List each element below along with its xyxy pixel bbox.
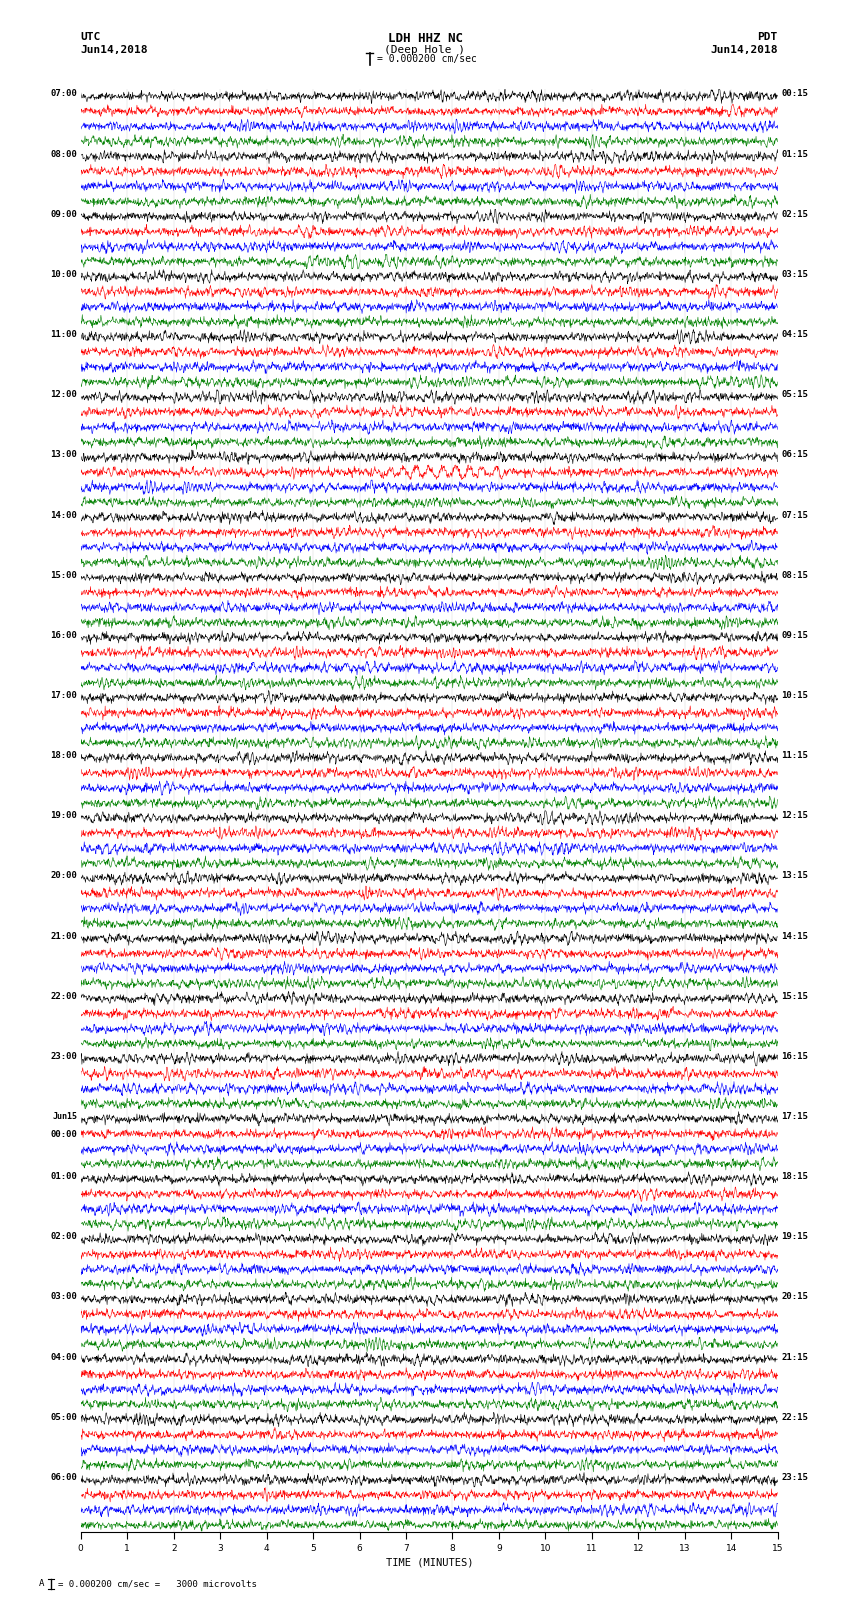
Text: 14:15: 14:15 xyxy=(781,932,808,940)
Text: Jun14,2018: Jun14,2018 xyxy=(711,45,778,55)
Text: 08:00: 08:00 xyxy=(50,150,77,158)
Text: 04:00: 04:00 xyxy=(50,1353,77,1361)
Text: 09:15: 09:15 xyxy=(781,631,808,640)
Text: 11:00: 11:00 xyxy=(50,331,77,339)
Text: 15:00: 15:00 xyxy=(50,571,77,579)
Text: PDT: PDT xyxy=(757,32,778,42)
Text: 12:00: 12:00 xyxy=(50,390,77,400)
Text: 01:15: 01:15 xyxy=(781,150,808,158)
Text: = 0.000200 cm/sec: = 0.000200 cm/sec xyxy=(377,53,476,65)
Text: 13:15: 13:15 xyxy=(781,871,808,881)
Text: 09:00: 09:00 xyxy=(50,210,77,219)
Text: Jun15: Jun15 xyxy=(52,1111,77,1121)
Text: LDH HHZ NC: LDH HHZ NC xyxy=(388,32,462,45)
Text: (Deep Hole ): (Deep Hole ) xyxy=(384,45,466,55)
Text: 06:15: 06:15 xyxy=(781,450,808,460)
Text: 17:15: 17:15 xyxy=(781,1111,808,1121)
Text: Jun14,2018: Jun14,2018 xyxy=(81,45,148,55)
Text: 18:15: 18:15 xyxy=(781,1173,808,1181)
Text: 23:15: 23:15 xyxy=(781,1473,808,1482)
X-axis label: TIME (MINUTES): TIME (MINUTES) xyxy=(386,1557,473,1568)
Text: 06:00: 06:00 xyxy=(50,1473,77,1482)
Text: 10:15: 10:15 xyxy=(781,690,808,700)
Text: 02:15: 02:15 xyxy=(781,210,808,219)
Text: 21:15: 21:15 xyxy=(781,1353,808,1361)
Text: 18:00: 18:00 xyxy=(50,752,77,760)
Text: 01:00: 01:00 xyxy=(50,1173,77,1181)
Text: 22:00: 22:00 xyxy=(50,992,77,1000)
Text: A: A xyxy=(39,1579,44,1589)
Text: 07:00: 07:00 xyxy=(50,89,77,98)
Text: 02:00: 02:00 xyxy=(50,1232,77,1242)
Text: 05:00: 05:00 xyxy=(50,1413,77,1421)
Text: 14:00: 14:00 xyxy=(50,511,77,519)
Text: 20:00: 20:00 xyxy=(50,871,77,881)
Text: 20:15: 20:15 xyxy=(781,1292,808,1302)
Text: 04:15: 04:15 xyxy=(781,331,808,339)
Text: 19:15: 19:15 xyxy=(781,1232,808,1242)
Text: 13:00: 13:00 xyxy=(50,450,77,460)
Text: 22:15: 22:15 xyxy=(781,1413,808,1421)
Text: 10:00: 10:00 xyxy=(50,269,77,279)
Text: 03:15: 03:15 xyxy=(781,269,808,279)
Text: 15:15: 15:15 xyxy=(781,992,808,1000)
Text: 21:00: 21:00 xyxy=(50,932,77,940)
Text: 05:15: 05:15 xyxy=(781,390,808,400)
Text: 07:15: 07:15 xyxy=(781,511,808,519)
Text: UTC: UTC xyxy=(81,32,101,42)
Text: 16:00: 16:00 xyxy=(50,631,77,640)
Text: 23:00: 23:00 xyxy=(50,1052,77,1061)
Text: 12:15: 12:15 xyxy=(781,811,808,821)
Text: 00:00: 00:00 xyxy=(50,1131,77,1139)
Text: 08:15: 08:15 xyxy=(781,571,808,579)
Text: 03:00: 03:00 xyxy=(50,1292,77,1302)
Text: 00:15: 00:15 xyxy=(781,89,808,98)
Text: 16:15: 16:15 xyxy=(781,1052,808,1061)
Text: 17:00: 17:00 xyxy=(50,690,77,700)
Text: 19:00: 19:00 xyxy=(50,811,77,821)
Text: = 0.000200 cm/sec =   3000 microvolts: = 0.000200 cm/sec = 3000 microvolts xyxy=(58,1579,257,1589)
Text: 11:15: 11:15 xyxy=(781,752,808,760)
